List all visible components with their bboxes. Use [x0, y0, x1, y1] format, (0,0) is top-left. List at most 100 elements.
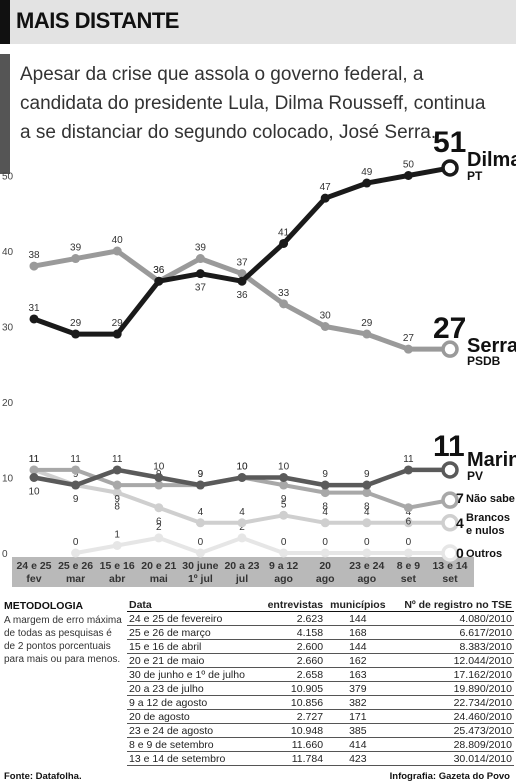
x-tick-label: 9 a 12: [269, 560, 298, 572]
cell-date: 23 e 24 de agosto: [127, 723, 260, 738]
data-point: [71, 548, 81, 558]
cell-date: 24 e 25 de fevereiro: [127, 611, 260, 626]
x-tick-label: ago: [357, 573, 376, 585]
data-label: 40: [112, 235, 124, 246]
cell-interviews: 2.727: [259, 709, 326, 724]
data-label: 9: [364, 469, 370, 480]
data-label: 5: [281, 499, 287, 510]
data-label: 41: [278, 227, 290, 238]
data-label: 36: [153, 265, 165, 276]
lead-accent-bar: [0, 54, 10, 174]
data-point: [112, 465, 122, 475]
data-label: 33: [278, 288, 290, 299]
data-point: [362, 480, 372, 490]
cell-municipalities: 379: [325, 681, 391, 696]
x-tick-label: jul: [235, 573, 248, 585]
cell-registry: 28.809/2010: [390, 737, 514, 752]
cell-registry: 4.080/2010: [390, 611, 514, 626]
x-tick-label: ago: [316, 573, 335, 585]
cell-date: 15 e 16 de abril: [127, 639, 260, 654]
cell-date: 25 e 26 de março: [127, 625, 260, 640]
x-tick-label: 13 e 14: [432, 560, 467, 572]
cell-registry: 25.473/2010: [390, 723, 514, 738]
data-point: [320, 193, 330, 203]
header-registry: Nº de registro no TSE: [390, 599, 514, 612]
cell-registry: 12.044/2010: [390, 653, 514, 668]
end-value-label: 11: [433, 430, 465, 463]
data-point: [279, 510, 289, 520]
methodology-text: A margem de erro máxima de todas as pesq…: [4, 615, 122, 665]
x-tick-label: 20 e 21: [141, 560, 176, 572]
cell-registry: 30.014/2010: [390, 751, 514, 766]
data-label: 4: [198, 507, 204, 518]
header-interviews: entrevistas: [259, 599, 326, 612]
data-point: [195, 548, 205, 558]
data-point: [112, 540, 122, 550]
data-point: [320, 322, 330, 331]
x-tick-label: fev: [26, 573, 41, 585]
table-row: 23 e 24 de agosto 10.948 385 25.473/2010: [127, 723, 514, 738]
data-point: [279, 299, 289, 309]
data-point: [320, 548, 330, 558]
cell-registry: 17.162/2010: [390, 667, 514, 682]
data-point: [29, 465, 39, 475]
y-tick-label: 10: [2, 474, 14, 485]
series-name-label: Brancos: [466, 512, 510, 524]
cell-municipalities: 385: [325, 723, 391, 738]
table-row: 20 a 23 de julho 10.905 379 19.890/2010: [127, 681, 514, 696]
data-label: 27: [403, 333, 415, 344]
cell-interviews: 10.905: [259, 681, 326, 696]
series-name-label: Outros: [466, 548, 502, 560]
cell-municipalities: 382: [325, 695, 391, 710]
data-label: 38: [28, 250, 40, 261]
data-label: 4: [322, 507, 328, 518]
data-label: 4: [406, 507, 412, 518]
data-label: 37: [236, 258, 248, 269]
end-value-label: 51: [433, 126, 466, 159]
data-label: 9: [73, 469, 79, 480]
data-point: [195, 254, 205, 264]
data-point: [71, 254, 81, 264]
x-tick-label: 24 e 25: [16, 560, 51, 572]
data-point: [320, 488, 330, 498]
x-tick-label: abr: [109, 573, 125, 585]
data-label: 6: [156, 517, 162, 528]
data-label: 9: [281, 494, 287, 505]
data-point: [195, 480, 205, 490]
data-label: 36: [153, 265, 165, 276]
series-name-label: Serra: [467, 335, 516, 357]
data-label: 9: [73, 494, 79, 505]
data-label: 0: [281, 537, 287, 548]
data-point: [441, 340, 459, 358]
data-point: [237, 518, 247, 528]
data-label: 29: [361, 318, 373, 329]
data-point: [362, 329, 372, 339]
table-row: 30 de junho e 1º de julho 2.658 163 17.162/…: [127, 667, 514, 682]
x-tick-label: 20: [319, 560, 331, 572]
data-label: 29: [70, 318, 82, 329]
data-point: [237, 276, 247, 286]
table-header-row: Data entrevistas municípios Nº de regist…: [127, 599, 514, 612]
x-tick-label: 25 e 26: [58, 560, 93, 572]
data-label: 0: [364, 537, 370, 548]
cell-municipalities: 144: [325, 611, 391, 626]
series-party-label: PSDB: [467, 354, 501, 368]
data-point: [403, 465, 413, 475]
data-point: [441, 544, 459, 562]
data-point: [403, 344, 413, 354]
data-label: 47: [320, 182, 332, 193]
x-tick-label: set: [442, 573, 458, 585]
data-label: 9: [198, 469, 204, 480]
data-label: 2: [239, 522, 245, 533]
data-point: [154, 503, 164, 513]
data-point: [237, 533, 247, 543]
data-point: [441, 159, 459, 177]
series-line: [31, 165, 453, 337]
data-label: 0: [198, 537, 204, 548]
header-municipalities: municípios: [325, 599, 391, 612]
data-point: [441, 461, 459, 479]
data-point: [403, 518, 413, 528]
cell-registry: 24.460/2010: [390, 709, 514, 724]
cell-registry: 22.734/2010: [390, 695, 514, 710]
data-point: [403, 503, 413, 513]
